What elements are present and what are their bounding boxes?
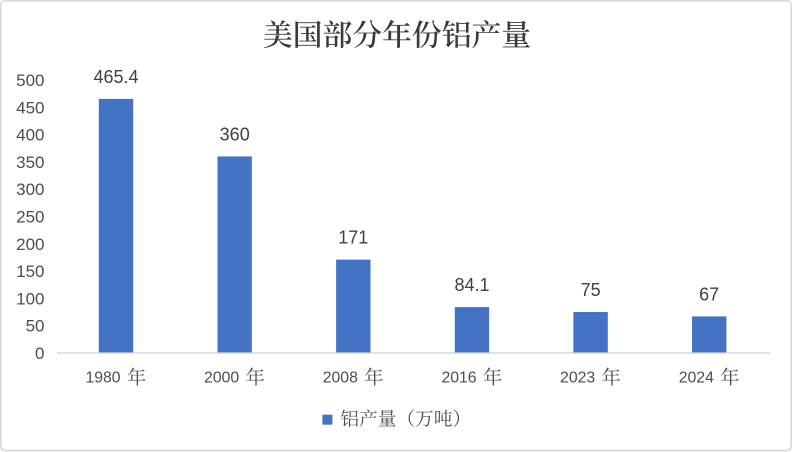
svg-text:200: 200 <box>16 235 44 254</box>
svg-text:2000: 2000 <box>204 370 239 387</box>
svg-text:75: 75 <box>581 280 601 300</box>
svg-text:67: 67 <box>699 284 719 304</box>
svg-text:171: 171 <box>338 228 368 248</box>
svg-text:500: 500 <box>16 71 44 90</box>
svg-text:0: 0 <box>35 344 44 363</box>
svg-text:450: 450 <box>16 98 44 117</box>
svg-text:400: 400 <box>16 126 44 145</box>
svg-text:1980: 1980 <box>85 370 120 387</box>
svg-text:84.1: 84.1 <box>454 275 489 295</box>
svg-text:300: 300 <box>16 180 44 199</box>
svg-text:360: 360 <box>220 124 250 144</box>
svg-text:2023: 2023 <box>560 370 595 387</box>
svg-text:150: 150 <box>16 262 44 281</box>
svg-text:2016: 2016 <box>441 370 476 387</box>
svg-text:250: 250 <box>16 208 44 227</box>
svg-text:2024: 2024 <box>679 370 714 387</box>
svg-text:350: 350 <box>16 153 44 172</box>
svg-text:2008: 2008 <box>323 370 358 387</box>
svg-text:50: 50 <box>26 317 45 336</box>
svg-text:100: 100 <box>16 289 44 308</box>
svg-text:465.4: 465.4 <box>93 67 138 87</box>
